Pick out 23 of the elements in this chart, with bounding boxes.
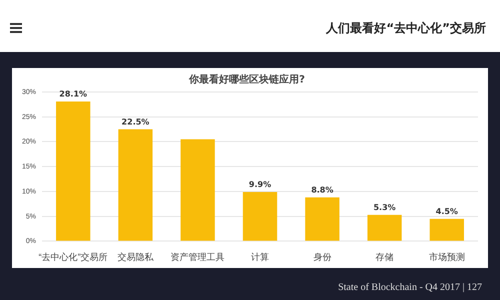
bar (367, 214, 402, 241)
x-tick-label: 资产管理工具 (170, 252, 225, 262)
data-label: 8.8% (311, 186, 334, 195)
data-label: 9.9% (248, 180, 272, 190)
x-tick-label: 身份 (313, 252, 332, 262)
data-label: 28.1% (59, 90, 88, 99)
data-label: 5.3% (373, 202, 396, 212)
bar (118, 129, 153, 241)
bar (242, 192, 278, 241)
bar (305, 197, 340, 241)
text: 人们最看好“去中心化”交易所 (326, 20, 486, 37)
x-tick-label: 计算 (251, 252, 270, 262)
bar (430, 218, 464, 241)
x-tick-label: 市场预测 (428, 252, 465, 262)
bar (180, 139, 215, 241)
x-tick-label: 存储 (376, 252, 394, 262)
data-label: 22.5% (122, 117, 150, 126)
chart-title: 你最看好哪些区块链应用? (188, 74, 306, 86)
bar (56, 101, 90, 241)
x-tick-label: “去中心化”交易所 (38, 252, 108, 262)
text: State of Blockchain - Q4 2017 | 127 (338, 282, 482, 293)
data-label: 4.5% (436, 206, 458, 216)
x-tick-label: 交易隐私 (117, 252, 154, 262)
